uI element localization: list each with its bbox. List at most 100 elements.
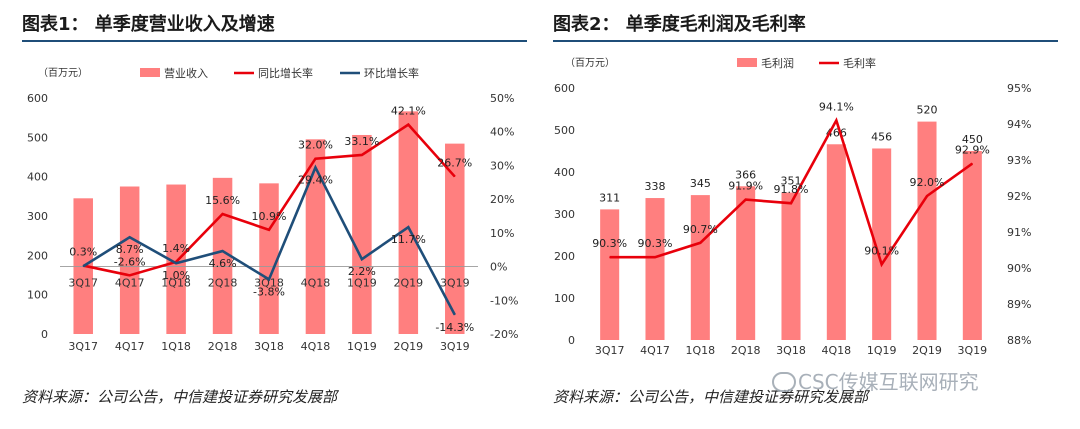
chart2-bar xyxy=(917,121,937,340)
chart1-left-tick: 200 xyxy=(27,249,48,262)
chart1-plot: （百万元） 0 100 200 300 400 500 600 -20% -10% 0% 10% 20%… xyxy=(27,66,518,353)
chart2-bar xyxy=(962,151,982,340)
chart2-line-point xyxy=(926,195,928,197)
chart2-line-point xyxy=(881,263,883,265)
chart2-unit-label: （百万元） xyxy=(565,57,615,69)
chart2-line-label: 91.8% xyxy=(774,183,809,196)
chart1-line-point xyxy=(454,176,456,178)
chart2-bar xyxy=(872,148,892,340)
chart2-line-label: 90.3% xyxy=(638,237,673,250)
chart2-plot: （百万元） 0 100 200 300 400 500 600 88% 89% 90% 91% 92% 9… xyxy=(554,56,1031,357)
chart1-line-label: -2.6% xyxy=(114,255,146,268)
chart1-left-tick: 400 xyxy=(27,171,48,184)
chart1-source: 资料来源：公司公告，中信建投证券研究发展部 xyxy=(22,388,338,406)
chart1-category-label-bottom: 1Q18 xyxy=(161,340,191,353)
chart1-bar xyxy=(119,186,140,334)
chart1-left-tick: 0 xyxy=(41,328,48,341)
chart1-line-label: -14.3% xyxy=(435,321,474,334)
chart1-category-label-bottom: 4Q18 xyxy=(301,340,331,353)
chart1-right-tick: 30% xyxy=(490,159,514,172)
chart1-line-label: -3.8% xyxy=(253,285,285,298)
chart1-bar xyxy=(398,111,419,334)
chart1-right-tick: 50% xyxy=(490,92,514,105)
chart1-right-tick: 10% xyxy=(490,227,514,240)
chart2-line-label: 91.9% xyxy=(728,180,763,193)
chart1-line-label: 29.4% xyxy=(298,173,333,186)
chart2-line-point xyxy=(745,199,747,201)
chart1-category-label: 1Q19 xyxy=(347,277,377,290)
chart2-category-label: 4Q18 xyxy=(822,344,852,357)
chart1-category-label-bottom: 2Q18 xyxy=(208,340,238,353)
chart2-bar xyxy=(826,144,846,340)
chart1-line-point xyxy=(454,314,456,316)
chart1-bar xyxy=(445,143,465,334)
chart1-line-point xyxy=(268,229,270,231)
chart2-left-tick: 400 xyxy=(554,166,575,179)
chart2-right-tick: 90% xyxy=(1007,262,1031,275)
wechat-icon xyxy=(772,372,796,392)
chart1-line-label: 1.4% xyxy=(162,242,190,255)
chart2-category-label: 3Q18 xyxy=(776,344,806,357)
chart2-bar-label: 520 xyxy=(917,104,938,117)
chart2-category-label: 3Q19 xyxy=(958,344,988,357)
chart2-line-point xyxy=(699,242,701,244)
chart2-category-label: 4Q17 xyxy=(640,344,670,357)
chart1-category-label-bottom: 2Q19 xyxy=(394,340,424,353)
chart1-legend-swatch xyxy=(140,68,160,77)
chart2-category-label: 2Q18 xyxy=(731,344,761,357)
chart1-line-point xyxy=(268,278,270,280)
chart2-category-label: 1Q19 xyxy=(867,344,897,357)
chart1-line-label: 0.3% xyxy=(69,246,97,259)
chart2-bar-label: 366 xyxy=(735,168,756,181)
chart2-legend-swatch xyxy=(737,58,757,67)
chart1-line-point xyxy=(222,213,224,215)
chart1-category-label: 2Q19 xyxy=(394,277,424,290)
chart1-line-point xyxy=(222,250,224,252)
chart2-line-label: 90.3% xyxy=(592,237,627,250)
chart1-line-label: 26.7% xyxy=(437,157,472,170)
chart1-legend-label: 环比增长率 xyxy=(364,66,419,80)
chart2-line-point xyxy=(654,256,656,258)
chart2-line-point xyxy=(971,163,973,165)
chart2-bar-label: 456 xyxy=(871,130,892,143)
chart2-bar xyxy=(600,209,620,340)
chart1-bar xyxy=(352,134,372,334)
chart1-legend-label: 营业收入 xyxy=(164,66,208,80)
chart2-category-label: 3Q17 xyxy=(595,344,625,357)
chart2-line-point xyxy=(835,119,837,121)
chart2-right-tick: 94% xyxy=(1007,118,1031,131)
chart1-category-label: 4Q18 xyxy=(301,277,331,290)
chart2-right-tick: 92% xyxy=(1007,190,1031,203)
chart1-right-tick: -20% xyxy=(490,328,518,341)
chart1-line-point xyxy=(361,154,363,156)
chart2-bar-label: 450 xyxy=(962,133,983,146)
chart2-category-label: 1Q18 xyxy=(686,344,716,357)
chart1-right-tick: 0% xyxy=(490,261,507,274)
watermark-text: CSC传媒互联网研究 xyxy=(798,370,979,394)
chart1-line-point xyxy=(314,158,316,160)
chart2-line-label: 92.0% xyxy=(910,176,945,189)
chart1-line-point xyxy=(361,258,363,260)
chart1-line-point xyxy=(407,226,409,228)
chart1-unit-label: （百万元） xyxy=(38,67,88,79)
chart2-right-tick: 91% xyxy=(1007,226,1031,239)
chart1-line-point xyxy=(82,265,84,267)
chart1-category-label: 3Q17 xyxy=(68,277,98,290)
chart2-bar xyxy=(781,192,801,340)
chart1-line-point xyxy=(175,262,177,264)
chart2-bar-label: 351 xyxy=(781,175,802,188)
chart2-line-point xyxy=(609,256,611,258)
chart2-line-point xyxy=(790,202,792,204)
chart1-left-tick: 600 xyxy=(27,92,48,105)
chart1-line-label: 8.7% xyxy=(116,243,144,256)
chart1-category-label-bottom: 3Q18 xyxy=(254,340,284,353)
chart1-line-label: 33.1% xyxy=(344,135,379,148)
chart2-bar xyxy=(690,195,710,340)
chart2-left-tick: 100 xyxy=(554,292,575,305)
chart1-category-label-bottom: 1Q19 xyxy=(347,340,377,353)
chart2-bar-label: 345 xyxy=(690,177,711,190)
chart2-category-label: 2Q19 xyxy=(912,344,942,357)
chart2-right-tick: 88% xyxy=(1007,334,1031,347)
chart2-line-label: 92.9% xyxy=(955,144,990,157)
chart1-category-label: 1Q18 xyxy=(161,277,191,290)
